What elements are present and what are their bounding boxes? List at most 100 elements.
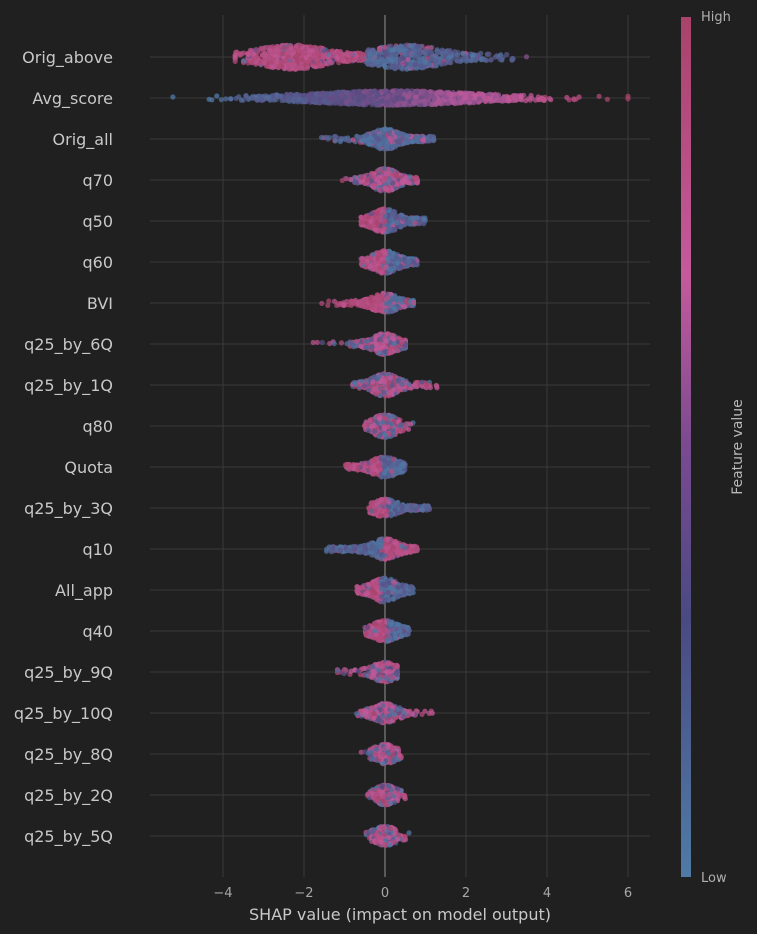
data-point [241, 58, 247, 64]
data-point [488, 57, 494, 63]
data-point [321, 48, 327, 54]
data-point [382, 126, 388, 132]
data-point [253, 59, 259, 65]
data-point [399, 136, 405, 142]
data-point [485, 95, 491, 102]
data-point [384, 180, 390, 186]
data-point [296, 47, 302, 54]
data-point [385, 255, 391, 262]
data-point [422, 59, 428, 65]
data-point [339, 135, 345, 142]
data-point [307, 91, 314, 97]
data-point [417, 63, 423, 69]
data-point [238, 97, 244, 103]
data-point [334, 54, 340, 60]
data-point [327, 58, 333, 64]
feature-row-points [232, 42, 530, 72]
data-point [318, 134, 325, 141]
data-point [394, 220, 400, 226]
data-point [412, 62, 418, 68]
data-point [289, 61, 295, 68]
data-point [336, 49, 342, 56]
data-point [374, 209, 380, 215]
data-point [405, 56, 411, 63]
data-point [455, 58, 461, 64]
data-point [349, 298, 355, 304]
data-point [383, 264, 389, 270]
data-point [381, 225, 387, 231]
data-point [317, 96, 323, 102]
data-point [371, 260, 377, 266]
data-point [309, 48, 316, 54]
data-point [388, 137, 394, 143]
data-point [468, 95, 474, 101]
data-point [427, 62, 433, 68]
data-point [449, 99, 455, 105]
data-point [455, 52, 461, 58]
data-point [391, 63, 397, 69]
data-point [268, 59, 274, 65]
data-point [360, 101, 366, 107]
data-point [365, 61, 371, 67]
data-point [421, 221, 427, 227]
data-point [310, 339, 316, 346]
data-point [518, 94, 524, 100]
feature-row-points [358, 206, 428, 235]
data-point [378, 256, 384, 263]
data-point [323, 134, 330, 140]
data-point [407, 64, 413, 70]
data-point [441, 61, 447, 67]
data-point [409, 215, 416, 221]
data-point [334, 91, 340, 97]
data-point [547, 95, 553, 102]
data-point [350, 137, 356, 143]
data-point [319, 339, 325, 346]
data-point [400, 216, 406, 222]
data-point [316, 91, 323, 97]
data-point [414, 44, 420, 50]
data-point [387, 218, 393, 224]
data-point [396, 64, 402, 70]
data-point [470, 53, 476, 59]
data-point [398, 264, 405, 270]
data-point [377, 304, 383, 310]
data-point [414, 215, 421, 221]
data-point [294, 92, 300, 98]
data-point [355, 97, 361, 103]
data-point [412, 220, 418, 226]
data-point [414, 89, 420, 95]
data-point [322, 93, 328, 99]
data-point [366, 141, 372, 147]
data-point [272, 53, 278, 59]
data-point [286, 95, 292, 101]
data-point [262, 50, 268, 56]
data-point [379, 293, 385, 299]
data-point [420, 137, 426, 143]
data-point [385, 93, 391, 99]
data-point [338, 340, 345, 346]
data-points [170, 42, 631, 849]
data-point [389, 48, 395, 54]
data-point [509, 57, 515, 63]
data-point [288, 46, 294, 52]
data-point [430, 56, 436, 62]
data-point [349, 51, 355, 57]
data-point [573, 96, 579, 102]
data-point [390, 265, 396, 271]
data-point [274, 48, 280, 54]
data-point [394, 102, 400, 108]
data-point [377, 47, 383, 53]
data-point [294, 58, 301, 65]
data-point [407, 90, 413, 96]
data-point [359, 302, 365, 308]
data-point [393, 172, 399, 178]
data-point [362, 88, 368, 94]
data-point [375, 91, 381, 97]
data-point [399, 179, 405, 185]
data-point [331, 341, 337, 347]
data-point [364, 258, 370, 264]
data-point [391, 98, 397, 104]
data-point [282, 45, 288, 51]
data-point [357, 56, 363, 62]
data-point [250, 95, 256, 101]
